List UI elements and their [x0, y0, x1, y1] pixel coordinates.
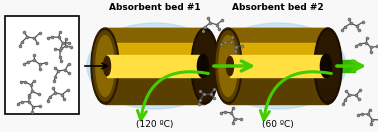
- Bar: [332, 60, 355, 72]
- Bar: [209, 60, 240, 72]
- Ellipse shape: [197, 54, 209, 78]
- Bar: [230, 55, 326, 77]
- Bar: [107, 55, 203, 77]
- Bar: [228, 28, 328, 104]
- Bar: [228, 28, 328, 66]
- Ellipse shape: [193, 31, 217, 101]
- Bar: [105, 28, 205, 104]
- Ellipse shape: [321, 54, 332, 78]
- Ellipse shape: [214, 28, 242, 104]
- Text: (60 ºC): (60 ºC): [262, 120, 294, 129]
- Ellipse shape: [314, 28, 342, 104]
- Bar: [228, 43, 328, 64]
- Ellipse shape: [96, 36, 114, 96]
- Text: Absorbent bed #1: Absorbent bed #1: [109, 3, 201, 12]
- Bar: [105, 43, 205, 64]
- Ellipse shape: [91, 28, 119, 104]
- Ellipse shape: [210, 23, 346, 109]
- Text: Absorbent bed #2: Absorbent bed #2: [232, 3, 324, 12]
- Ellipse shape: [104, 56, 110, 76]
- Ellipse shape: [216, 31, 240, 101]
- Bar: [105, 28, 205, 66]
- Ellipse shape: [191, 28, 219, 104]
- Ellipse shape: [219, 36, 237, 96]
- Ellipse shape: [93, 31, 117, 101]
- Text: (120 ºC): (120 ºC): [136, 120, 174, 129]
- Ellipse shape: [226, 56, 234, 76]
- Bar: [105, 43, 205, 56]
- Bar: [228, 43, 328, 56]
- Ellipse shape: [87, 23, 223, 109]
- Ellipse shape: [316, 31, 340, 101]
- Bar: [5, 16, 79, 114]
